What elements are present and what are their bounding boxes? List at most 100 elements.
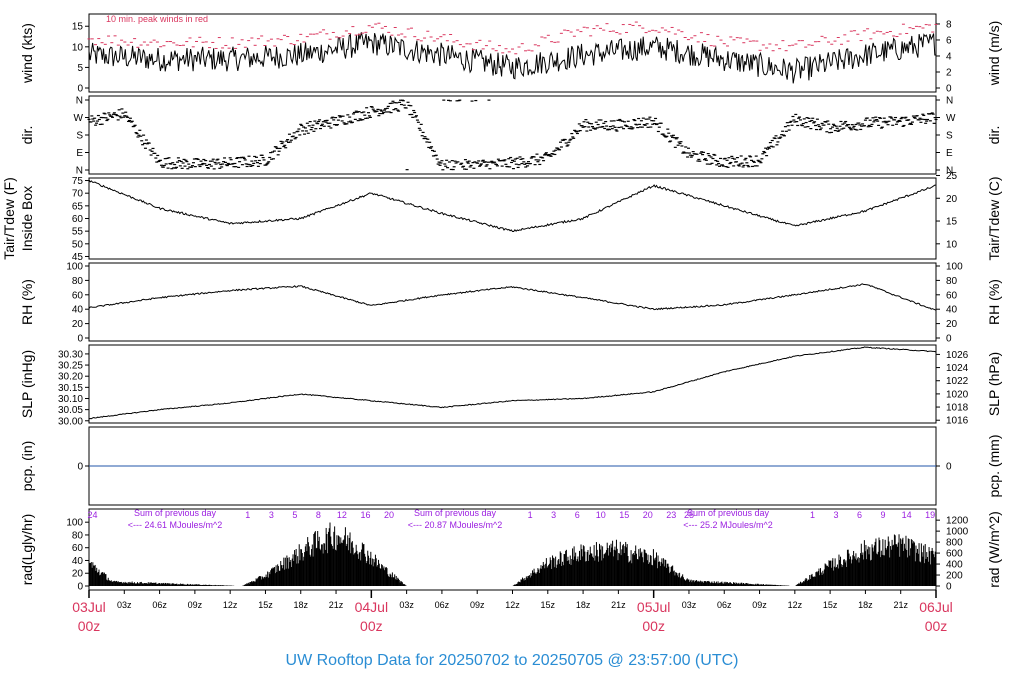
rad-hour-label: 10 [596, 510, 606, 520]
x-hour-tick-label: 18z [576, 600, 591, 610]
rad-hour-label: 1 [810, 510, 815, 520]
rh-left-tick-label: 60 [72, 290, 84, 301]
rad-sum-heading: Sum of previous day [414, 508, 497, 518]
rh-right-label: RH (%) [986, 279, 1002, 325]
rad-sum-heading: Sum of previous day [687, 508, 770, 518]
x-hour-tick-label: 12z [223, 600, 238, 610]
rh-left-tick-label: 40 [72, 305, 84, 316]
slp-right-tick-label: 1024 [946, 363, 969, 374]
x-hour-tick-label: 09z [752, 600, 767, 610]
x-hour-tick-label: 21z [329, 600, 344, 610]
x-hour-tick-label: 06z [152, 600, 167, 610]
rh-right-tick-label: 20 [946, 319, 958, 330]
slp-left-tick-label: 30.10 [58, 394, 83, 405]
wind-right-tick-label: 8 [946, 19, 952, 30]
wind-left-tick-label: 5 [77, 63, 83, 74]
temp-left-tick-label: 45 [72, 252, 84, 263]
x-day-hour-label: 00z [78, 618, 101, 634]
pcp-left-tick-label: 0 [77, 462, 83, 473]
x-hour-tick-label: 09z [470, 600, 485, 610]
chart-title: UW Rooftop Data for 20250702 to 20250705… [286, 652, 739, 669]
wind-left-tick-label: 15 [72, 22, 84, 33]
pcp-right-label: pcp. (mm) [986, 435, 1002, 498]
rad-hour-label: 24 [88, 510, 98, 520]
temp-left-tick-label: 75 [72, 176, 84, 187]
temp-right-tick-label: 15 [946, 217, 958, 228]
dir-right-tick-label: W [946, 113, 956, 124]
temp-right-tick-label: 10 [946, 239, 958, 250]
pcp-right-tick-label: 0 [946, 462, 952, 473]
rad-hour-label: 9 [881, 510, 886, 520]
rad-hour-label: 6 [575, 510, 580, 520]
rh-left-label: RH (%) [19, 279, 35, 325]
rad-hour-label: 1 [245, 510, 250, 520]
slp-left-tick-label: 30.30 [58, 349, 83, 360]
rh-left-tick-label: 20 [72, 319, 84, 330]
slp-left-tick-label: 30.25 [58, 361, 83, 372]
rad-hour-label: 5 [292, 510, 297, 520]
dir-left-tick-label: W [74, 113, 84, 124]
dir-right-tick-label: N [946, 96, 953, 107]
dir-left-label: dir. [19, 126, 35, 145]
temp-line [88, 179, 936, 232]
x-day-label: 06Jul [919, 599, 952, 615]
rh-line [88, 283, 937, 311]
wind-right-tick-label: 0 [946, 84, 952, 95]
rad-left-tick-label: 20 [72, 569, 84, 580]
rad-right-tick-label: 1000 [946, 527, 969, 538]
rad-sum-value: <--- 25.2 MJoules/m^2 [683, 520, 773, 530]
slp-panel-frame [88, 344, 937, 424]
temp-panel-frame [88, 177, 937, 260]
x-hour-tick-label: 18z [293, 600, 308, 610]
x-day-hour-label: 00z [642, 618, 665, 634]
temp-right-tick-label: 20 [946, 194, 958, 205]
rad-hour-label: 20 [643, 510, 653, 520]
dir-right-label: dir. [986, 126, 1002, 145]
rh-right-tick-label: 60 [946, 290, 958, 301]
x-day-hour-label: 00z [925, 618, 948, 634]
rh-right-tick-label: 40 [946, 305, 958, 316]
rad-right-tick-label: 0 [946, 582, 952, 593]
rad-hour-label: 12 [337, 510, 347, 520]
rad-hour-label: 6 [857, 510, 862, 520]
rad-sum-value: <--- 24.61 MJoules/m^2 [128, 520, 223, 530]
dir-right-tick-label: E [946, 148, 953, 159]
wind-right-tick-label: 2 [946, 67, 952, 78]
x-day-label: 04Jul [355, 599, 388, 615]
rad-left-tick-label: 0 [77, 582, 83, 593]
x-hour-tick-label: 09z [188, 600, 203, 610]
dir-left-tick-label: N [76, 166, 83, 177]
rad-hour-label: 16 [360, 510, 370, 520]
slp-left-tick-label: 30.15 [58, 383, 83, 394]
rad-left-tick-label: 100 [66, 518, 83, 529]
wind-peak-note: 10 min. peak winds in red [106, 14, 208, 24]
slp-right-tick-label: 1016 [946, 416, 969, 427]
rad-hour-label: 20 [384, 510, 394, 520]
rad-left-tick-label: 60 [72, 543, 84, 554]
wind-left-label: wind (kts) [19, 23, 35, 84]
dir-right-tick-label: N [946, 166, 953, 177]
rad-sum-value: <--- 20.87 MJoules/m^2 [408, 520, 503, 530]
rad-sum-heading: Sum of previous day [134, 508, 217, 518]
rad-right-tick-label: 400 [946, 560, 963, 571]
rad-left-tick-label: 80 [72, 530, 84, 541]
rad-hour-label: 1 [528, 510, 533, 520]
x-hour-tick-label: 21z [611, 600, 626, 610]
rad-hour-label: 14 [902, 510, 912, 520]
x-hour-tick-label: 15z [541, 600, 556, 610]
rad-hour-label: 23 [666, 510, 676, 520]
dir-left-tick-label: E [76, 148, 83, 159]
rh-left-tick-label: 100 [66, 262, 83, 273]
rad-hour-label: 8 [316, 510, 321, 520]
rad-right-tick-label: 1200 [946, 516, 969, 527]
x-hour-tick-label: 12z [505, 600, 520, 610]
slp-right-tick-label: 1020 [946, 389, 969, 400]
slp-left-tick-label: 30.00 [58, 416, 83, 427]
rad-right-tick-label: 200 [946, 571, 963, 582]
temp-left-tick-label: 70 [72, 189, 84, 200]
temp-left-label-2: Inside Box [19, 186, 35, 251]
wind-right-tick-label: 6 [946, 35, 952, 46]
x-hour-tick-label: 21z [893, 600, 908, 610]
x-axis: 03z 06z 09z 12z 15z 18z 21z 03z 06z 09z 12z 15z 18z 2… [72, 590, 953, 634]
x-hour-tick-label: 15z [823, 600, 838, 610]
